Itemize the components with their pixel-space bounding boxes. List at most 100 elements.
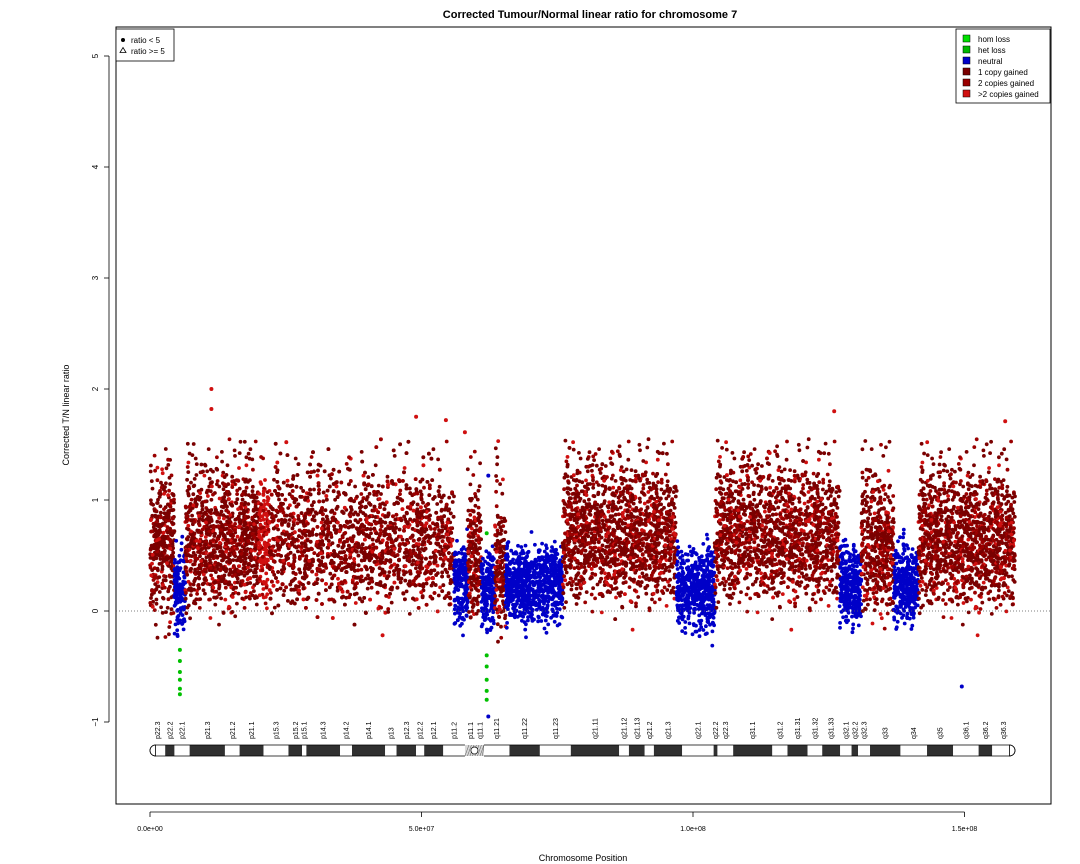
data-point bbox=[317, 488, 321, 492]
data-point bbox=[386, 483, 390, 487]
data-point bbox=[233, 614, 238, 619]
data-point bbox=[148, 546, 153, 551]
data-point bbox=[155, 635, 160, 640]
data-point bbox=[269, 556, 274, 561]
data-point bbox=[233, 538, 238, 543]
data-point bbox=[223, 579, 228, 584]
data-point bbox=[237, 517, 242, 522]
data-point bbox=[265, 513, 269, 518]
data-point bbox=[265, 557, 270, 562]
data-point bbox=[378, 560, 383, 565]
data-point bbox=[237, 466, 241, 470]
data-point bbox=[440, 589, 445, 593]
data-point bbox=[242, 562, 246, 567]
data-point bbox=[455, 596, 460, 601]
data-point bbox=[236, 555, 241, 560]
data-point bbox=[219, 596, 224, 601]
data-point bbox=[152, 509, 157, 513]
data-point bbox=[466, 508, 471, 513]
data-point bbox=[157, 590, 162, 594]
data-point bbox=[406, 582, 411, 586]
data-point bbox=[185, 465, 190, 469]
data-point bbox=[231, 564, 236, 568]
data-point bbox=[350, 580, 355, 585]
data-point bbox=[175, 583, 180, 588]
data-point bbox=[175, 595, 179, 600]
data-point bbox=[369, 585, 374, 590]
data-point bbox=[472, 515, 477, 520]
centromere-hatch bbox=[464, 744, 470, 757]
ideogram-band bbox=[416, 745, 425, 756]
data-point bbox=[431, 576, 435, 581]
data-point bbox=[236, 572, 241, 577]
data-point bbox=[318, 463, 323, 468]
data-point bbox=[197, 570, 202, 575]
data-point bbox=[432, 560, 437, 565]
data-point bbox=[346, 562, 351, 567]
chromosome-ideogram: p22.3 p22.2 p22.1 p21.3 p21.2 p21.1 p15.3 p15.2… bbox=[149, 717, 1016, 757]
data-point bbox=[424, 581, 429, 586]
data-point bbox=[435, 522, 440, 527]
data-point bbox=[417, 565, 422, 570]
data-point bbox=[289, 601, 293, 605]
data-point bbox=[423, 546, 428, 551]
band-label: q31.2 bbox=[777, 721, 784, 739]
data-point bbox=[386, 610, 391, 614]
data-point bbox=[150, 568, 155, 572]
data-point bbox=[455, 538, 459, 543]
data-point bbox=[259, 482, 264, 486]
data-point bbox=[198, 554, 202, 559]
data-point bbox=[356, 541, 360, 546]
data-point bbox=[167, 475, 172, 480]
data-point bbox=[479, 562, 484, 566]
data-point bbox=[361, 551, 366, 556]
ideogram-band bbox=[717, 745, 734, 756]
data-point bbox=[310, 507, 315, 512]
data-point bbox=[385, 541, 389, 545]
data-point bbox=[368, 597, 372, 602]
data-point bbox=[371, 473, 375, 477]
data-point bbox=[186, 460, 191, 465]
data-point bbox=[474, 596, 479, 601]
data-point bbox=[235, 546, 240, 551]
data-point bbox=[218, 541, 222, 545]
data-point bbox=[165, 561, 169, 566]
data-point bbox=[330, 472, 334, 477]
data-point bbox=[151, 578, 156, 582]
data-point bbox=[337, 469, 342, 474]
data-point bbox=[436, 541, 441, 546]
data-point bbox=[445, 532, 450, 537]
data-point bbox=[385, 479, 390, 484]
data-point bbox=[169, 559, 173, 564]
data-point bbox=[485, 561, 490, 566]
data-point bbox=[406, 525, 411, 529]
data-point bbox=[222, 475, 227, 479]
data-point bbox=[236, 591, 241, 596]
data-point bbox=[468, 615, 473, 620]
data-point bbox=[202, 473, 207, 478]
data-point bbox=[345, 589, 350, 594]
data-point bbox=[252, 535, 257, 539]
data-point bbox=[308, 492, 313, 497]
data-point bbox=[414, 597, 419, 602]
data-point bbox=[392, 572, 396, 577]
ideogram-band bbox=[644, 745, 654, 756]
data-point bbox=[469, 554, 474, 559]
band-label: q34 bbox=[911, 727, 918, 739]
data-point bbox=[359, 579, 363, 584]
data-point bbox=[451, 514, 456, 519]
data-point bbox=[211, 538, 216, 542]
data-point bbox=[443, 545, 448, 549]
data-point bbox=[468, 543, 472, 547]
data-point bbox=[180, 534, 185, 539]
data-point bbox=[189, 588, 194, 593]
data-point bbox=[162, 487, 166, 492]
data-point bbox=[174, 538, 179, 543]
data-point bbox=[425, 565, 430, 570]
data-point bbox=[155, 584, 160, 589]
data-point bbox=[150, 556, 155, 561]
data-point bbox=[478, 513, 482, 517]
data-point bbox=[378, 531, 383, 536]
data-point bbox=[362, 554, 367, 559]
data-point bbox=[268, 596, 273, 601]
